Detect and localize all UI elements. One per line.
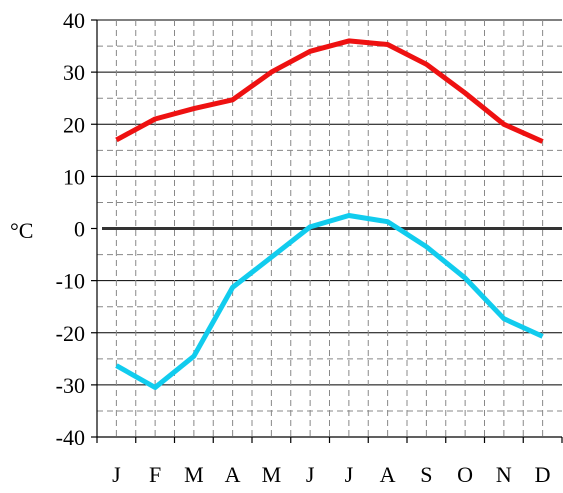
series-line-min [115, 213, 544, 390]
x-tick-label: J [345, 462, 354, 487]
x-tick-label: M [262, 462, 282, 487]
grid [97, 19, 562, 438]
x-tick-label: J [306, 462, 315, 487]
y-tick-label: 10 [63, 164, 85, 189]
y-tick-label: 0 [74, 217, 85, 242]
x-tick-label: A [225, 462, 241, 487]
axes [91, 19, 563, 443]
x-tick-label: D [535, 462, 551, 487]
x-tick-label: F [149, 462, 161, 487]
x-tick-label: J [112, 462, 121, 487]
x-tick-label: S [420, 462, 432, 487]
y-tick-label: -30 [56, 373, 85, 398]
y-tick-label: 20 [63, 112, 85, 137]
y-tick-label: -40 [56, 425, 85, 450]
y-tick-label: 30 [63, 60, 85, 85]
y-tick-labels: 40 30 20 10 0 -10 -20 -30 -40 [56, 8, 85, 450]
x-tick-label: A [380, 462, 396, 487]
x-tick-label: M [184, 462, 204, 487]
y-tick-label: -20 [56, 321, 85, 346]
y-axis-title: °C [10, 218, 33, 243]
x-tick-label: N [496, 462, 512, 487]
series-line-max [115, 38, 544, 144]
y-tick-label: 40 [63, 8, 85, 33]
y-tick-label: -10 [56, 269, 85, 294]
series-group [115, 38, 544, 390]
x-tick-label: O [457, 462, 473, 487]
